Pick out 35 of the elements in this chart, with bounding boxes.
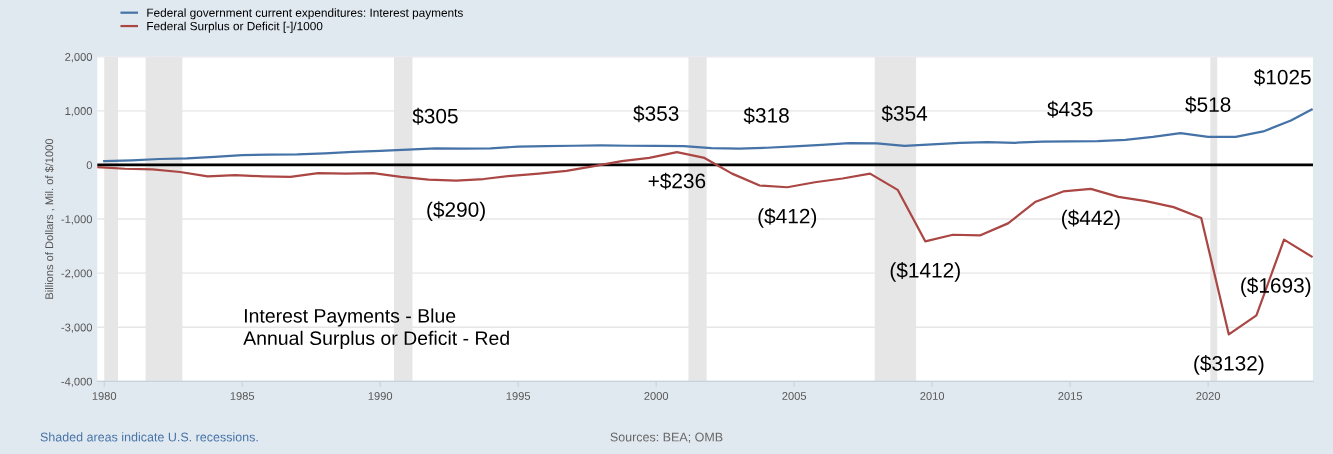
- legend-label: Federal Surplus or Deficit [-]/1000: [147, 21, 323, 33]
- y-tick-label: -1,000: [61, 215, 93, 225]
- y-tick-label: -4,000: [61, 377, 93, 387]
- x-tick-label: 1995: [506, 392, 531, 400]
- annotation: +$236: [648, 172, 706, 190]
- annotation: $1025: [1253, 68, 1311, 86]
- annotation: ($442): [1062, 209, 1120, 230]
- annotation: Interest Payments - Blue Annual Surplus or Deficit - Red: [243, 308, 509, 349]
- y-tick-label: -3,000: [61, 323, 93, 333]
- annotation: $518: [1185, 96, 1231, 114]
- annotation: $353: [633, 105, 679, 123]
- source-note: Sources: BEA; OMB: [610, 432, 723, 443]
- legend-label: Federal government current expenditures: Interest payments: [147, 8, 463, 20]
- y-tick-label: 2,000: [65, 53, 93, 63]
- x-tick-label: 1980: [92, 392, 117, 400]
- annotation: ($412): [758, 207, 817, 228]
- x-tick-label: 2020: [1196, 392, 1221, 400]
- annotation: ($290): [427, 201, 485, 222]
- y-axis-title: Billions of Dollars , Mil. of $/1000: [44, 138, 55, 299]
- annotation: ($3132): [1194, 355, 1264, 375]
- annotation: $318: [743, 107, 789, 125]
- annotation: $435: [1047, 100, 1093, 118]
- x-tick-label: 1985: [230, 392, 255, 400]
- x-tick-label: 2015: [1058, 392, 1083, 400]
- y-tick-label: 0: [86, 161, 93, 170]
- x-tick-label: 2010: [920, 392, 945, 400]
- text: Shaded areas indicate U.S. recessions.: [40, 432, 258, 442]
- x-tick-label: 2005: [782, 392, 807, 400]
- x-tick-label: 1990: [368, 392, 393, 400]
- annotation: $305: [412, 107, 458, 125]
- y-tick-label: -2,000: [61, 269, 93, 279]
- annotation: ($1412): [890, 262, 960, 282]
- y-tick-label: 1,000: [65, 107, 93, 117]
- annotation: $354: [881, 105, 928, 123]
- x-tick-label: 2000: [644, 392, 669, 400]
